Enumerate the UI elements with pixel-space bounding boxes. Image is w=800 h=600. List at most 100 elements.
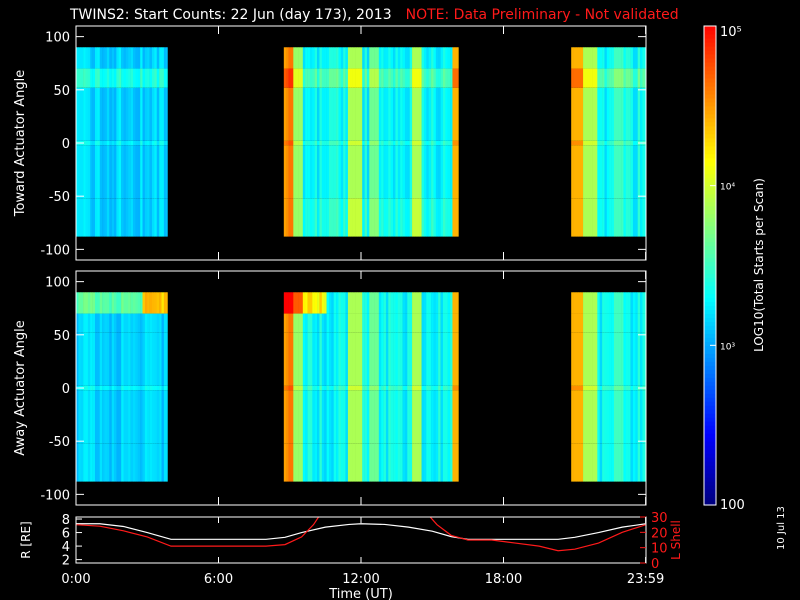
away-cell	[571, 443, 574, 482]
toward-cell	[123, 145, 127, 199]
toward-cell	[419, 87, 422, 141]
away-cell	[324, 385, 327, 391]
toward-cell	[104, 145, 108, 199]
toward-cell	[333, 198, 337, 237]
away-cell	[109, 292, 112, 314]
away-cell	[288, 390, 292, 444]
away-cell	[599, 332, 603, 386]
away-cell	[121, 385, 124, 391]
toward-cell	[381, 47, 384, 69]
toward-cell	[431, 87, 434, 141]
away-cell	[376, 385, 380, 391]
colorbar-swatch	[704, 153, 716, 159]
away-cell	[135, 313, 139, 333]
toward-cell	[331, 140, 334, 146]
away-cell	[388, 385, 391, 391]
away-cell	[90, 385, 93, 391]
colorbar-swatch	[704, 417, 716, 422]
toward-cell	[347, 198, 351, 237]
away-cell	[580, 390, 584, 444]
away-cell	[324, 443, 327, 482]
away-cell	[121, 332, 124, 386]
toward-cell	[618, 145, 622, 199]
toward-cell	[428, 47, 432, 69]
away-cell	[154, 443, 158, 482]
toward-cell	[602, 87, 605, 141]
toward-cell	[609, 87, 612, 141]
away-cell	[80, 390, 84, 444]
away-cell	[121, 292, 124, 314]
toward-cell	[300, 47, 304, 69]
toward-cell	[587, 87, 591, 141]
toward-cell	[161, 145, 165, 199]
colorbar-swatch	[704, 397, 716, 402]
away-cell	[578, 443, 581, 482]
away-cell	[295, 390, 299, 444]
away-cell	[376, 313, 380, 333]
toward-cell	[298, 87, 301, 141]
toward-cell	[426, 145, 429, 199]
toward-cell	[438, 140, 441, 146]
toward-cell	[606, 145, 610, 199]
toward-cell	[340, 145, 344, 199]
toward-cell	[575, 47, 579, 69]
toward-cell	[144, 140, 148, 146]
colorbar-swatch	[704, 273, 716, 279]
away-cell	[381, 385, 384, 391]
toward-cell	[345, 47, 349, 69]
toward-cell	[76, 87, 79, 141]
away-cell	[283, 332, 287, 386]
away-cell	[606, 292, 610, 314]
away-cell	[642, 313, 646, 333]
toward-cell	[286, 145, 289, 199]
orbit-xtick-label: 23:59	[627, 572, 664, 587]
away-cell	[286, 332, 289, 386]
toward-cell	[130, 140, 134, 146]
l-shell-series-line	[76, 517, 646, 552]
colorbar-swatch	[704, 41, 716, 47]
toward-cell	[161, 87, 165, 141]
away-cell	[343, 292, 346, 314]
away-cell	[390, 332, 394, 386]
away-cell	[447, 443, 451, 482]
toward-cell	[336, 68, 339, 88]
away-cell	[352, 313, 356, 333]
away-cell	[111, 443, 115, 482]
toward-cell	[613, 198, 617, 237]
away-cell	[440, 292, 444, 314]
toward-cell	[578, 140, 581, 146]
away-cell	[642, 390, 646, 444]
toward-cell	[307, 47, 311, 69]
away-cell	[95, 332, 98, 386]
away-cell	[635, 385, 638, 391]
away-cell	[364, 390, 368, 444]
away-cell	[343, 385, 346, 391]
toward-cell	[87, 145, 91, 199]
away-cell	[90, 332, 93, 386]
toward-cell	[630, 140, 634, 146]
away-cell	[409, 385, 413, 391]
toward-cell	[156, 198, 160, 237]
toward-cell	[404, 145, 408, 199]
away-cell	[140, 443, 143, 482]
away-cell	[640, 332, 643, 386]
away-cell	[390, 313, 394, 333]
away-cell	[90, 390, 93, 444]
toward-cell	[450, 47, 453, 69]
away-cell	[597, 385, 600, 391]
away-cell	[317, 385, 320, 391]
away-cell	[147, 443, 150, 482]
toward-cell	[302, 198, 306, 237]
toward-cell	[350, 47, 353, 69]
away-cell	[583, 313, 586, 333]
away-cell	[163, 332, 167, 386]
away-cell	[454, 443, 458, 482]
colorbar-swatch	[704, 173, 716, 179]
away-cell	[383, 390, 387, 444]
toward-cell	[625, 47, 629, 69]
away-cell	[137, 332, 141, 386]
toward-cell	[359, 87, 363, 141]
toward-cell	[613, 140, 617, 146]
away-cell	[295, 443, 299, 482]
away-cell	[602, 443, 605, 482]
